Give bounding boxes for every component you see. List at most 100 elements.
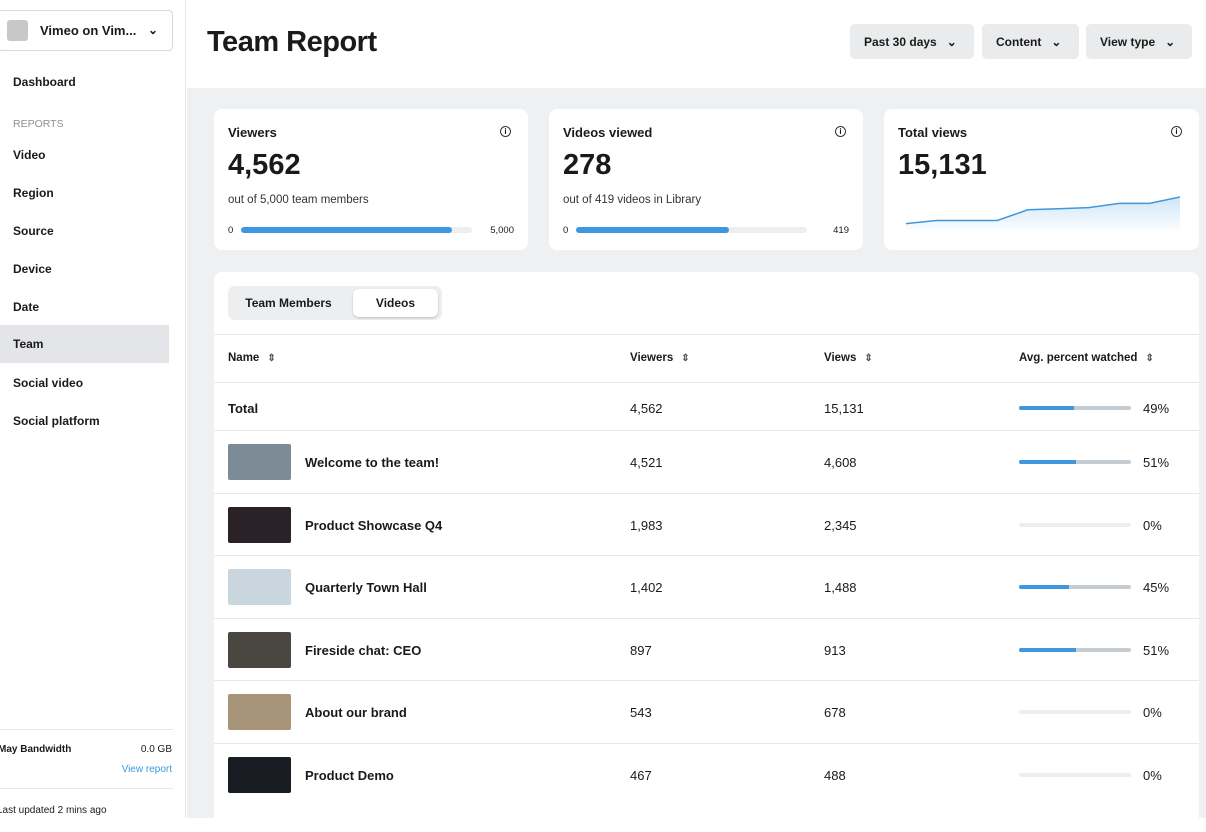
chevron-down-icon: ⌄ [147, 23, 158, 37]
date-range-filter[interactable]: Past 30 days ⌄ [850, 24, 974, 59]
sidebar: Vimeo on Vim... ⌄ Dashboard REPORTS Video… [0, 0, 186, 818]
bandwidth-value: 0.0 GB [140, 744, 172, 755]
sidebar-item-dashboard[interactable]: Dashboard [13, 75, 76, 89]
card-subtitle: out of 5,000 team members [228, 194, 369, 206]
video-thumbnail[interactable] [228, 756, 291, 793]
view-toggle: Team Members Videos [228, 286, 442, 320]
workspace-avatar [7, 20, 28, 41]
row-views: 15,131 [824, 401, 864, 416]
last-updated: Last updated 2 mins ago [0, 805, 107, 816]
sparkline-area [906, 197, 1180, 233]
row-views: 678 [824, 705, 846, 720]
table-header: Name ⇕ Viewers ⇕ Views ⇕ Avg. percent watch… [214, 334, 1199, 382]
chevron-down-icon: ⌄ [946, 34, 957, 49]
table-row[interactable]: About our brand 543 678 0% [214, 680, 1199, 742]
videos-table-card: Team Members Videos Name ⇕ Viewers ⇕ Views… [214, 272, 1199, 832]
bar-max: 5,000 [490, 225, 514, 236]
bandwidth-label: May Bandwidth [0, 744, 72, 755]
video-thumbnail[interactable] [228, 694, 291, 730]
total-views-card: Total views i 15,131 [884, 109, 1199, 250]
videos-viewed-card: Videos viewed i 278 out of 419 videos in… [549, 109, 863, 250]
sidebar-item-device[interactable]: Device [13, 262, 52, 276]
filter-label: View type [1100, 34, 1156, 49]
table-row[interactable]: Welcome to the team! 4,521 4,608 51% [214, 430, 1199, 492]
table-row-total: Total 4,562 15,131 49% [214, 382, 1199, 430]
video-name[interactable]: Fireside chat: CEO [305, 642, 422, 658]
row-views: 913 [824, 642, 846, 658]
view-type-filter[interactable]: View type ⌄ [1086, 24, 1192, 59]
video-name[interactable]: About our brand [305, 705, 407, 720]
workspace-name: Vimeo on Vim... [40, 23, 137, 38]
video-thumbnail[interactable] [228, 506, 291, 543]
percent-bar [1019, 585, 1131, 589]
row-percent: 51% [1143, 455, 1170, 470]
row-percent: 45% [1143, 580, 1170, 595]
chevron-down-icon: ⌄ [1165, 34, 1176, 49]
progress-fill [576, 227, 730, 233]
video-thumbnail[interactable] [228, 444, 291, 480]
table-row[interactable]: Product Demo 467 488 0% [214, 742, 1199, 805]
sort-icon: ⇕ [1145, 353, 1154, 364]
table-row[interactable]: Product Showcase Q4 1,983 2,345 0% [214, 492, 1199, 555]
info-icon[interactable]: i [1171, 126, 1182, 137]
viewers-card: Viewers i 4,562 out of 5,000 team member… [214, 109, 528, 250]
row-percent: 0% [1143, 705, 1162, 720]
workspace-selector[interactable]: Vimeo on Vim... ⌄ [0, 10, 173, 51]
card-value: 278 [563, 149, 612, 181]
bar-min: 0 [563, 225, 569, 236]
sidebar-item-date[interactable]: Date [13, 300, 40, 314]
percent-bar [1019, 710, 1131, 714]
sort-icon: ⇕ [681, 353, 690, 364]
card-value: 15,131 [898, 149, 987, 181]
percent-bar [1019, 406, 1131, 410]
views-sparkline [906, 196, 1180, 233]
card-subtitle: out of 419 videos in Library [563, 194, 702, 206]
card-title: Viewers [228, 125, 277, 140]
card-title: Videos viewed [563, 125, 653, 140]
card-value: 4,562 [228, 149, 301, 181]
row-views: 1,488 [824, 580, 857, 595]
video-thumbnail[interactable] [228, 631, 291, 668]
row-percent: 0% [1143, 517, 1162, 533]
sidebar-item-video[interactable]: Video [13, 148, 46, 162]
row-views: 2,345 [824, 517, 857, 533]
sort-icon: ⇕ [267, 353, 276, 364]
video-thumbnail[interactable] [228, 569, 291, 605]
row-viewers: 467 [630, 767, 652, 783]
row-viewers: 4,562 [630, 401, 663, 416]
chevron-down-icon: ⌄ [1051, 34, 1062, 49]
sidebar-item-team[interactable]: Team [0, 325, 169, 363]
tab-videos[interactable]: Videos [353, 289, 438, 317]
column-avg-percent[interactable]: Avg. percent watched ⇕ [1019, 352, 1154, 364]
row-percent: 0% [1143, 767, 1162, 783]
sidebar-item-source[interactable]: Source [13, 224, 54, 238]
info-icon[interactable]: i [835, 126, 846, 137]
column-views[interactable]: Views ⇕ [824, 352, 873, 364]
table-row[interactable]: Quarterly Town Hall 1,402 1,488 45% [214, 555, 1199, 617]
main-content: Viewers i 4,562 out of 5,000 team member… [187, 88, 1206, 832]
video-name[interactable]: Product Showcase Q4 [305, 517, 443, 533]
column-name[interactable]: Name ⇕ [228, 352, 276, 364]
video-name[interactable]: Welcome to the team! [305, 455, 440, 470]
percent-bar [1019, 772, 1131, 777]
view-report-link[interactable]: View report [121, 764, 172, 775]
card-title: Total views [898, 125, 968, 140]
sidebar-item-social-video[interactable]: Social video [13, 376, 84, 390]
row-views: 4,608 [824, 455, 857, 470]
progress-bar: 0 419 [563, 225, 849, 236]
row-viewers: 4,521 [630, 455, 663, 470]
table-row[interactable]: Fireside chat: CEO 897 913 51% [214, 617, 1199, 680]
column-viewers[interactable]: Viewers ⇕ [630, 352, 690, 364]
percent-bar [1019, 647, 1131, 652]
sort-icon: ⇕ [864, 353, 873, 364]
video-name[interactable]: Quarterly Town Hall [305, 580, 427, 595]
video-name[interactable]: Product Demo [305, 767, 394, 783]
info-icon[interactable]: i [500, 126, 511, 137]
sidebar-item-social-platform[interactable]: Social platform [13, 414, 100, 428]
row-percent: 49% [1143, 401, 1170, 416]
sidebar-item-region[interactable]: Region [13, 186, 54, 200]
content-filter[interactable]: Content ⌄ [982, 24, 1079, 59]
page-title: Team Report [207, 26, 377, 58]
row-views: 488 [824, 767, 846, 783]
tab-team-members[interactable]: Team Members [245, 296, 332, 310]
